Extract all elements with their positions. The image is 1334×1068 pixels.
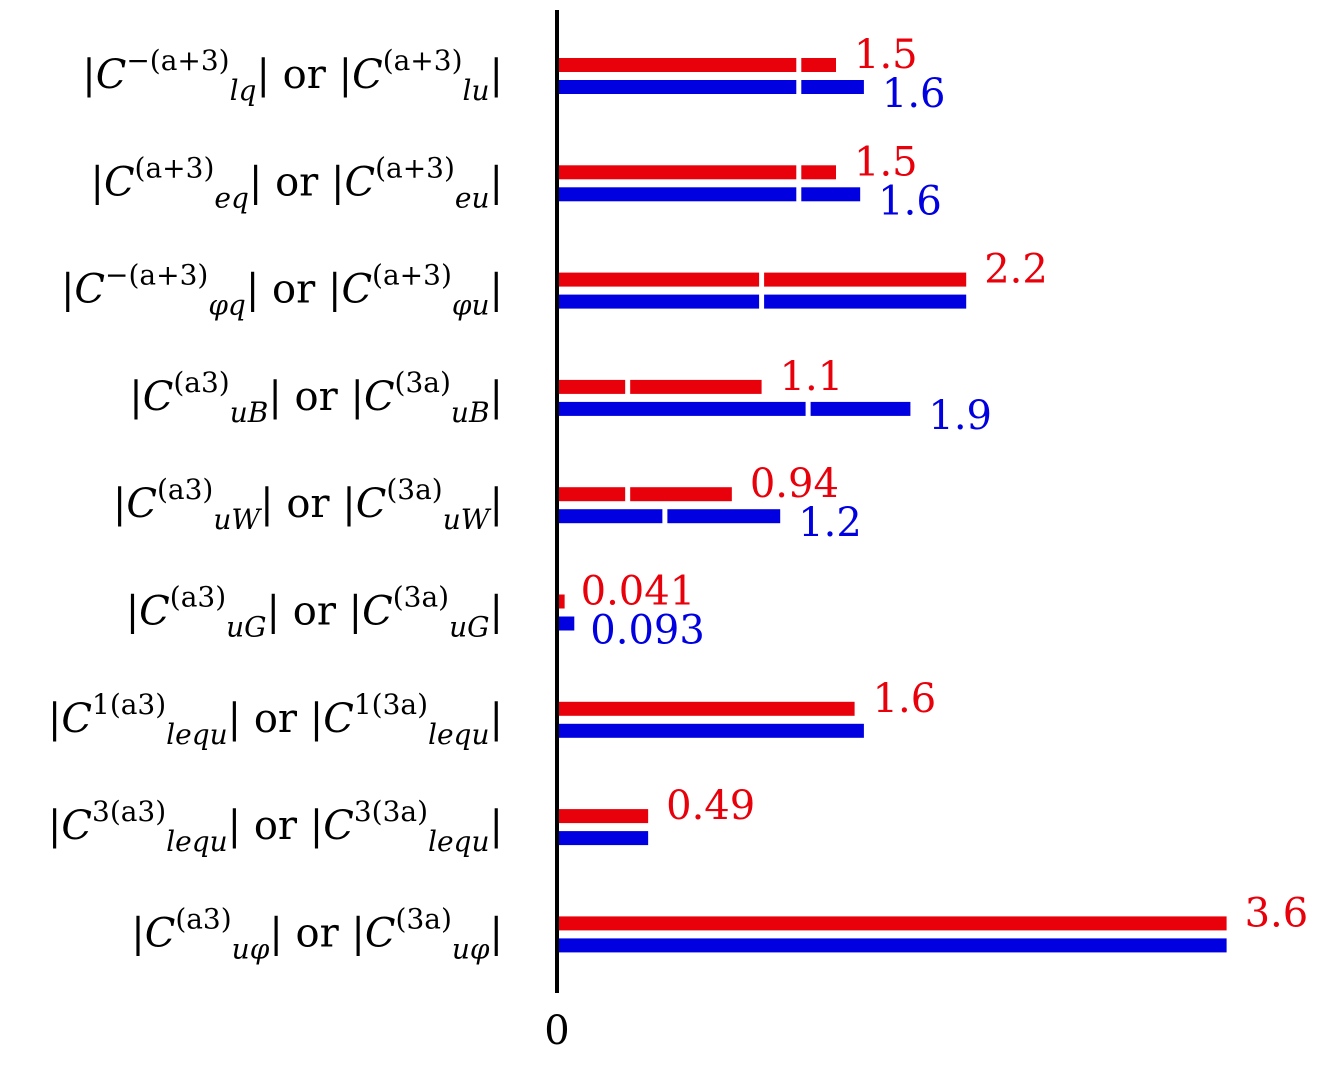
data-label-series-a: 1.1 [780, 354, 844, 400]
data-label-series-a: 0.49 [666, 783, 755, 829]
bar-series-a [557, 487, 732, 502]
category-label: |C(a3)uW| or |C(3a)uW| [113, 473, 503, 536]
bar-break [662, 508, 668, 525]
bar-series-b [557, 938, 1227, 953]
bar-break [796, 57, 802, 73]
bar-break [625, 486, 631, 503]
category-label: |C−(a+3)φq| or |C(a+3)φu| [61, 259, 503, 322]
category-labels: |C−(a+3)lq| or |C(a+3)lu| |C(a+3)eq| or |… [48, 44, 503, 965]
data-label-series-a: 1.6 [873, 676, 937, 722]
category-label: |C(a3)uB| or |C(3a)uB| [129, 366, 503, 429]
bar-break [759, 293, 765, 310]
bar-series-b [557, 616, 575, 631]
data-label-series-b: 1.6 [878, 178, 942, 224]
bar-series-a [557, 379, 762, 394]
data-label-series-b: 1.2 [798, 500, 862, 546]
bar-series-b [557, 509, 781, 524]
category-label: |C1(a3)lequ| or |C1(3a)lequ| [48, 688, 503, 751]
bar-break [625, 378, 631, 395]
data-label-series-a: 0.94 [750, 461, 839, 507]
category-label: |C(a+3)eq| or |C(a+3)eu| [90, 151, 503, 214]
bar-series-a [557, 58, 836, 72]
bar-series-b [557, 80, 864, 94]
bar-series-a [557, 594, 565, 609]
bar-series-a [557, 916, 1227, 931]
bar-series-a [557, 165, 836, 180]
data-label-series-a: 1.5 [854, 32, 918, 78]
data-label-series-a: 2.2 [984, 247, 1048, 293]
data-label-series-a: 0.041 [581, 569, 696, 615]
x-tick-label: 0 [544, 1008, 569, 1054]
bar-break [796, 186, 802, 203]
data-label-series-a: 1.5 [854, 139, 918, 185]
bar-break [805, 400, 811, 417]
data-label-series-b: 1.6 [882, 71, 946, 117]
data-label-series-b: 1.9 [928, 393, 992, 439]
bar-series-b [557, 831, 649, 846]
bar-break [796, 164, 802, 181]
bar-break [759, 271, 765, 288]
bar-break [796, 79, 802, 95]
category-label: |C3(a3)lequ| or |C3(3a)lequ| [48, 795, 503, 858]
data-label-series-b: 0.093 [590, 608, 705, 654]
bars [557, 57, 1227, 953]
category-label: |C−(a+3)lq| or |C(a+3)lu| [82, 44, 503, 107]
data-label-series-a: 3.6 [1245, 890, 1309, 936]
category-label: |C(a3)uG| or |C(3a)uG| [126, 581, 503, 644]
bar-series-b [557, 723, 864, 738]
bar-series-a [557, 701, 855, 716]
bar-series-a [557, 809, 649, 824]
category-label: |C(a3)uφ| or |C(3a)uφ| [131, 902, 503, 965]
value-labels: 1.51.61.51.62.21.11.90.941.20.0410.0931.… [581, 32, 1309, 936]
bar-series-b [557, 187, 861, 202]
bar-series-b [557, 401, 911, 416]
